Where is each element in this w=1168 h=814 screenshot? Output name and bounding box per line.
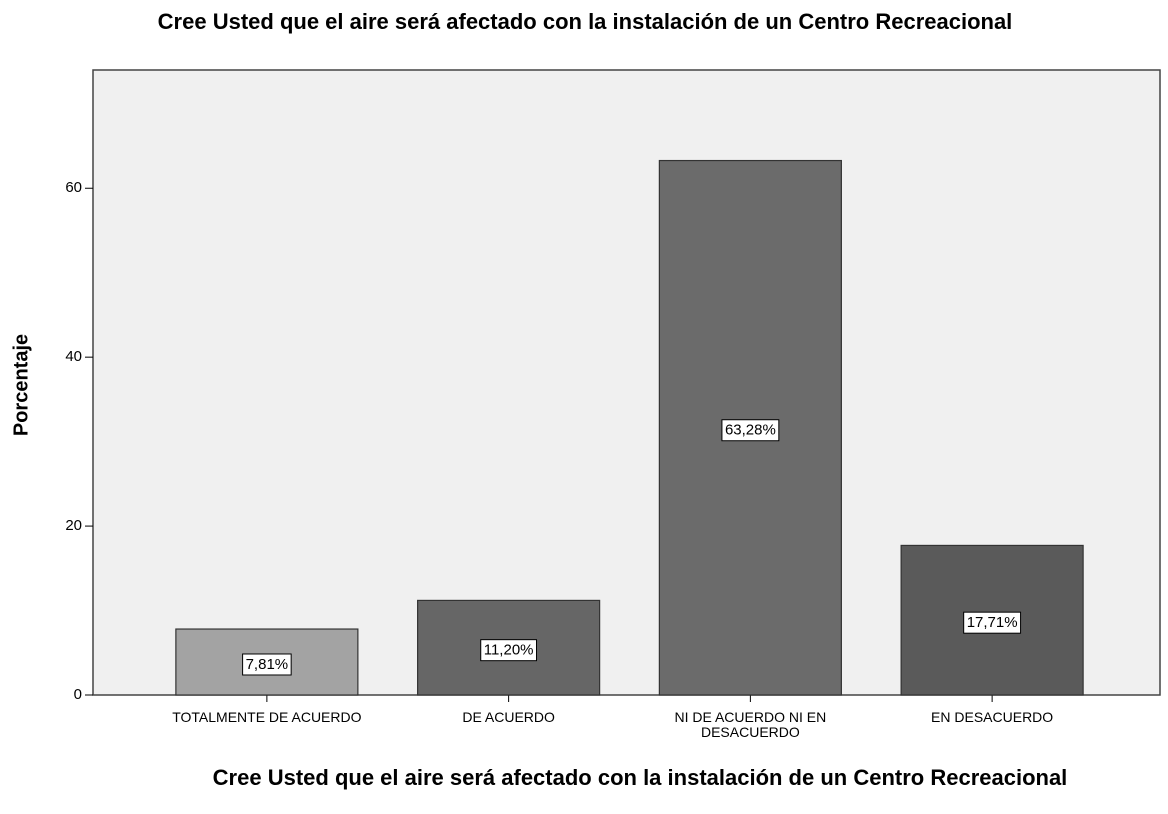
value-label: 63,28% bbox=[725, 422, 776, 439]
y-tick-label: 40 bbox=[65, 348, 82, 365]
x-axis-title: Cree Usted que el aire será afectado con… bbox=[212, 765, 1068, 790]
value-label-box bbox=[963, 611, 1022, 634]
x-tick-label: DE ACUERDO bbox=[462, 709, 555, 725]
value-label: 17,71% bbox=[967, 614, 1018, 631]
y-tick-label: 20 bbox=[65, 517, 82, 534]
x-tick-label: NI DE ACUERDO NI EN DESACUERDO bbox=[674, 709, 827, 740]
y-tick-label: 60 bbox=[65, 179, 82, 196]
x-tick-label: TOTALMENTE DE ACUERDO bbox=[172, 709, 362, 725]
y-axis-title: Porcentaje bbox=[10, 334, 32, 436]
value-label-box bbox=[242, 653, 292, 676]
value-label: 11,20% bbox=[484, 642, 534, 659]
value-label: 7,81% bbox=[246, 656, 289, 673]
value-label-box bbox=[721, 419, 780, 442]
value-label-box bbox=[480, 639, 538, 662]
chart-title: Cree Usted que el aire será afectado con… bbox=[157, 9, 1013, 34]
y-tick-label: 0 bbox=[74, 686, 82, 703]
x-tick-label: EN DESACUERDO bbox=[931, 709, 1054, 725]
